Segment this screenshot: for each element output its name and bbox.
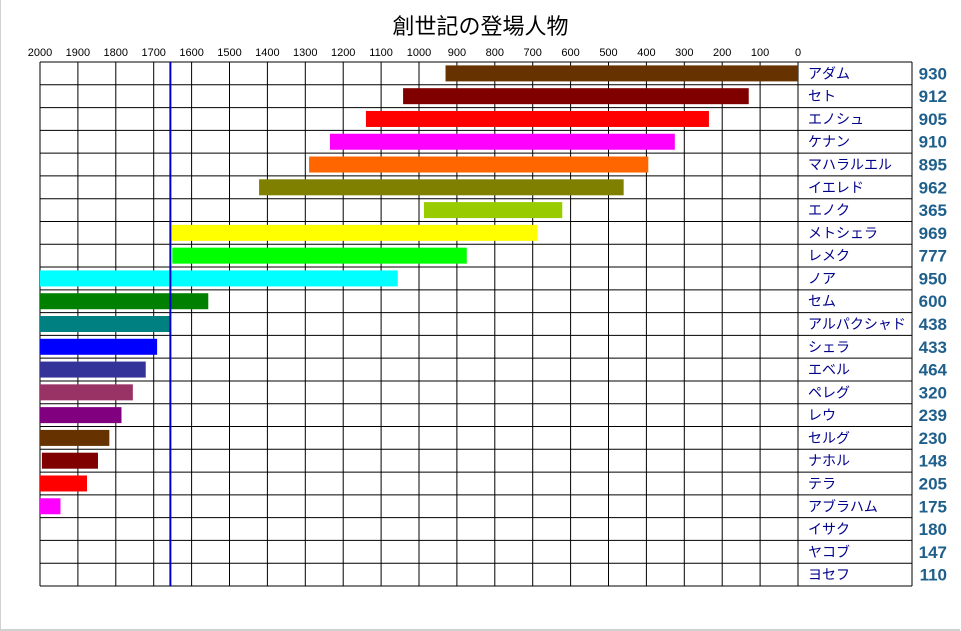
- age-label: 148: [919, 452, 947, 471]
- lifespan-bar: [41, 452, 98, 469]
- person-name-label: ヨセフ: [808, 568, 850, 584]
- lifespan-bar: [172, 247, 467, 264]
- lifespan-bar: [40, 338, 158, 355]
- person-name-label: ケナン: [808, 135, 850, 151]
- age-label: 464: [919, 361, 948, 380]
- x-tick-label: 1000: [407, 47, 431, 59]
- age-label: 895: [919, 156, 947, 175]
- person-name-label: アダム: [808, 66, 850, 82]
- age-label: 930: [919, 64, 947, 83]
- person-name-label: ペレグ: [808, 385, 850, 401]
- x-tick-label: 800: [486, 47, 504, 59]
- person-name-label: メトシェラ: [808, 226, 878, 242]
- x-tick-label: 1600: [179, 47, 203, 59]
- x-tick-label: 600: [561, 47, 579, 59]
- age-label: 905: [919, 110, 947, 129]
- lifespan-bar: [403, 88, 749, 105]
- chart-title: 創世記の登場人物: [392, 15, 569, 40]
- age-label: 969: [919, 224, 947, 243]
- x-tick-label: 1100: [369, 47, 393, 59]
- age-label: 175: [919, 497, 947, 516]
- x-tick-label: 1500: [217, 47, 241, 59]
- lifespan-bar: [445, 65, 798, 82]
- lifespan-bar: [0, 521, 23, 537]
- age-label: 320: [919, 383, 947, 402]
- person-name-label: イエレド: [808, 180, 864, 196]
- x-tick-label: 1900: [66, 47, 90, 59]
- lifespan-bar: [309, 156, 649, 173]
- person-name-label: アブラハム: [808, 498, 878, 515]
- person-name-label: ノア: [808, 271, 836, 287]
- lifespan-bar: [40, 475, 87, 492]
- age-label: 910: [919, 133, 947, 152]
- person-name-label: エノク: [808, 203, 850, 219]
- age-label: 365: [919, 201, 947, 220]
- bars-group: [0, 65, 798, 537]
- person-name-label: セム: [808, 294, 836, 310]
- x-tick-label: 1200: [331, 47, 355, 59]
- age-label: 600: [919, 292, 947, 311]
- x-tick-label: 200: [713, 47, 731, 59]
- person-name-label: レウ: [808, 408, 836, 424]
- lifespan-bar: [40, 270, 398, 287]
- lifespan-bar: [329, 133, 675, 150]
- person-name-label: マハラルエル: [808, 158, 892, 174]
- x-tick-label: 300: [675, 47, 693, 59]
- x-tick-label: 2000: [28, 47, 52, 59]
- x-tick-label: 1400: [255, 47, 279, 59]
- person-name-label: ヤコブ: [808, 544, 850, 561]
- age-label: 433: [919, 338, 947, 357]
- lifespan-bar: [40, 407, 122, 424]
- lifespan-bar: [259, 179, 624, 196]
- age-label: 777: [919, 247, 947, 266]
- x-tick-label: 400: [637, 47, 655, 59]
- person-name-label: アルパクシャド: [808, 317, 906, 333]
- lifespan-bar: [170, 224, 538, 241]
- age-label: 962: [919, 178, 947, 197]
- person-name-label: エノシュ: [808, 112, 864, 128]
- age-label: 230: [919, 429, 947, 448]
- age-label: 110: [920, 566, 947, 585]
- lifespan-bar: [365, 110, 709, 127]
- person-name-label: イサク: [808, 522, 850, 538]
- lifespan-bar: [40, 498, 61, 515]
- lifespan-bar: [40, 384, 133, 401]
- age-label: 912: [919, 87, 947, 106]
- lifespan-bar: [423, 202, 563, 219]
- lifespan-bar: [40, 361, 146, 378]
- x-tick-label: 1300: [293, 47, 317, 59]
- person-name-label: エベル: [808, 363, 850, 379]
- x-tick-label: 500: [599, 47, 617, 59]
- person-name-label: レメク: [808, 249, 850, 265]
- age-label: 438: [919, 315, 947, 334]
- person-name-label: ナホル: [808, 454, 850, 470]
- age-label: 147: [919, 543, 947, 562]
- x-tick-label: 1800: [104, 47, 128, 59]
- lifespan-bar: [40, 429, 110, 446]
- x-tick-label: 700: [524, 47, 542, 59]
- person-name-label: セルグ: [808, 431, 850, 447]
- x-tick-label: 1700: [141, 47, 165, 59]
- person-name-label: セト: [808, 89, 836, 105]
- age-label: 180: [919, 520, 947, 539]
- person-name-label: テラ: [808, 476, 836, 492]
- x-tick-label: 900: [448, 47, 466, 59]
- age-label: 239: [919, 406, 947, 425]
- x-tick-label: 0: [795, 47, 801, 59]
- lifespan-bar: [40, 293, 209, 310]
- age-label: 205: [919, 474, 947, 493]
- person-name-label: シェラ: [808, 340, 850, 356]
- age-label: 950: [919, 269, 947, 288]
- x-tick-label: 100: [751, 47, 769, 59]
- lifespan-bar: [40, 316, 171, 332]
